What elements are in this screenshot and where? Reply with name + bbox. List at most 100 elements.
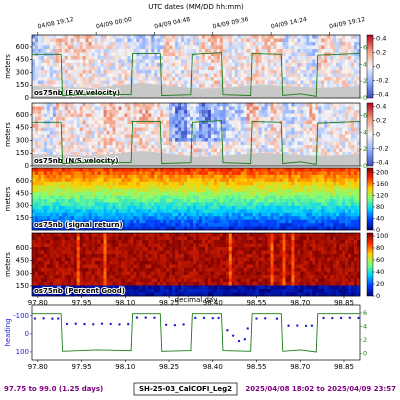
heatmap-cell <box>73 42 78 46</box>
heatmap-cell <box>121 202 125 207</box>
heatmap-cell <box>309 131 313 135</box>
heatmap-cell <box>318 103 322 107</box>
heatmap-cell <box>88 145 92 149</box>
heatmap-cell <box>58 38 63 43</box>
heatmap-cell <box>103 138 107 142</box>
heatmap-cell <box>172 205 176 210</box>
heatmap-cell <box>148 35 152 39</box>
heatmap-cell <box>169 56 173 60</box>
heatmap-cell <box>58 63 63 67</box>
heatmap-cell <box>85 35 89 39</box>
heatmap-cell <box>115 73 119 78</box>
heatmap-cell <box>318 70 322 74</box>
heatmap-cell <box>61 45 66 50</box>
heatmap-cell <box>37 80 42 85</box>
heatmap-cell <box>64 171 69 176</box>
heatmap-cell <box>121 174 125 179</box>
heatmap-cell <box>184 168 188 172</box>
heatmap-cell <box>321 117 325 121</box>
heatmap-cell <box>228 113 233 118</box>
heatmap-cell <box>342 141 346 146</box>
heatmap-cell <box>130 103 134 107</box>
heatmap-cell <box>324 145 328 149</box>
heatmap-cell <box>216 73 221 78</box>
heatmap-cell <box>240 42 245 46</box>
heatmap-cell <box>201 138 206 142</box>
heatmap-cell <box>294 117 298 121</box>
heatmap-cell <box>354 127 358 132</box>
heatmap-cell <box>49 174 54 179</box>
heatmap-cell <box>130 174 134 179</box>
heatmap-cell <box>261 52 265 57</box>
heatmap-cell <box>124 127 128 132</box>
heatmap-cell <box>106 77 110 81</box>
heatmap-cell <box>327 59 331 64</box>
heatmap-cell <box>279 117 283 121</box>
heatmap-cell <box>291 56 295 60</box>
heatmap-cell <box>255 45 259 50</box>
heatmap-cell <box>67 103 72 107</box>
heatmap-cell <box>118 120 122 125</box>
heatmap-cell <box>196 80 200 85</box>
heatmap-cell <box>228 73 233 78</box>
heatmap-cell <box>136 209 140 214</box>
heatmap-cell <box>133 63 137 67</box>
heatmap-cell <box>166 56 170 60</box>
heatmap-cell <box>43 124 48 128</box>
heatmap-cell <box>115 188 119 193</box>
heatmap-cell <box>55 80 60 85</box>
heatmap-cell <box>70 124 75 128</box>
heatmap-cell <box>237 127 242 132</box>
heatmap-cell <box>216 152 221 156</box>
heatmap-cell <box>321 113 325 118</box>
heatmap-cell <box>127 35 131 39</box>
heatmap-cell <box>154 70 158 74</box>
heatmap-cell <box>339 80 343 85</box>
heatmap-cell <box>115 77 119 81</box>
heatmap-cell <box>204 56 209 60</box>
heatmap-cell <box>175 113 179 118</box>
heatmap-cell <box>148 138 152 142</box>
heatmap-cell <box>103 145 107 149</box>
heatmap-cell <box>136 106 140 111</box>
heatmap-cell <box>300 103 304 107</box>
heatmap-cell <box>139 141 143 146</box>
heatmap-cell <box>82 56 86 60</box>
heatmap-cell <box>97 124 101 128</box>
heatmap-cell <box>118 113 122 118</box>
heatmap-cell <box>201 42 206 46</box>
heatmap-cell <box>40 141 45 146</box>
heatmap-cell <box>103 192 107 196</box>
heatmap-cell <box>136 59 140 64</box>
heatmap-cell <box>163 178 167 183</box>
heatmap-cell <box>264 77 268 81</box>
heatmap-cell <box>148 77 152 81</box>
heatmap-cell <box>312 49 316 53</box>
heatmap-cell <box>210 148 215 153</box>
heatmap-cell <box>154 80 158 85</box>
heatmap-cell <box>85 66 89 71</box>
heatmap-cell <box>157 209 161 214</box>
heatmap-cell <box>207 120 212 125</box>
heatmap-cell <box>49 178 54 183</box>
heatmap-cell <box>351 66 355 71</box>
heatmap-cell <box>121 127 125 132</box>
heatmap-cell <box>100 73 104 78</box>
heatmap-cell <box>91 103 95 107</box>
heatmap-cell <box>318 120 322 125</box>
heatmap-cell <box>178 124 182 128</box>
heatmap-cell <box>148 202 152 207</box>
heatmap-cell <box>34 152 39 156</box>
heatmap-cell <box>169 66 173 71</box>
heatmap-cell <box>55 138 60 142</box>
heatmap-cell <box>61 185 66 189</box>
heatmap-cell <box>246 131 250 135</box>
heatmap-cell <box>282 59 286 64</box>
heatmap-cell <box>32 63 36 67</box>
heatmap-cell <box>118 216 122 220</box>
heatmap-cell <box>85 212 89 217</box>
heatmap-cell <box>267 103 271 107</box>
heatmap-cell <box>258 49 262 53</box>
heatmap-cell <box>225 35 230 39</box>
heatmap-cell <box>46 56 51 60</box>
